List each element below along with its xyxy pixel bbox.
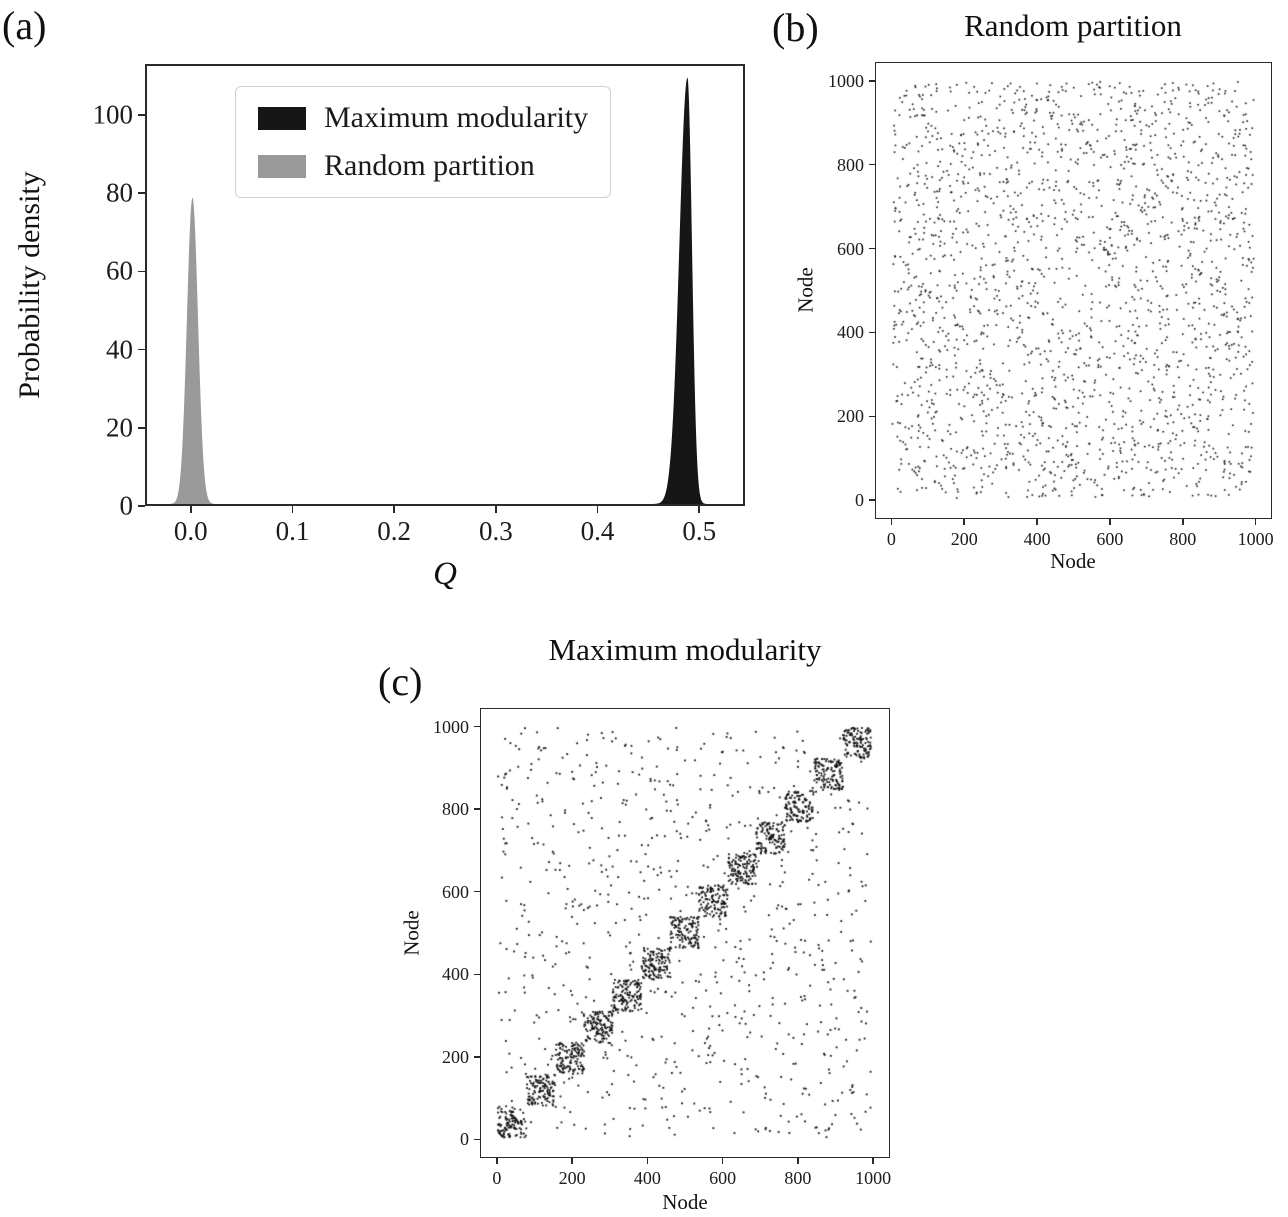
y-tick-label: 400 (837, 322, 864, 343)
y-tick-mark (138, 427, 145, 429)
legend-item-random-partition: Random partition (258, 149, 588, 183)
y-tick-label: 40 (106, 334, 133, 365)
x-tick-label: 0.0 (173, 516, 208, 546)
y-tick-mark (869, 247, 875, 250)
legend-label-random-partition: Random partition (324, 149, 535, 182)
y-tick-mark (474, 973, 480, 976)
x-tick-mark (646, 1158, 649, 1164)
x-tick-label: 0.5 (682, 516, 717, 546)
y-tick-label: 0 (119, 490, 134, 521)
panel-label-c: (c) (378, 659, 423, 704)
legend: Maximum modularity Random partition (235, 86, 612, 198)
x-tick-label: 0 (886, 529, 896, 549)
x-tick-mark (872, 1158, 874, 1164)
panel-c-title: Maximum modularity (548, 632, 822, 667)
x-tick-mark (1036, 519, 1038, 525)
y-tick-mark (474, 808, 480, 810)
x-tick-label: 0 (492, 1168, 502, 1188)
y-tick-mark (138, 192, 145, 194)
panel-label-a: (a) (2, 3, 47, 48)
x-tick-label: 800 (1169, 529, 1197, 549)
x-tick-label: 400 (633, 1168, 661, 1188)
x-tick-mark (890, 519, 893, 525)
panel-label-b: (b) (772, 5, 819, 50)
y-tick-mark (869, 163, 875, 166)
y-tick-label: 800 (837, 154, 864, 175)
panel-b-xlabel: Node (1050, 549, 1096, 573)
x-tick-mark (571, 1158, 573, 1164)
x-tick-label: 200 (950, 529, 978, 549)
x-tick-mark (393, 506, 395, 513)
legend-item-maximum-modularity: Maximum modularity (258, 101, 588, 135)
x-tick-mark (496, 1158, 498, 1164)
y-tick-mark (869, 415, 875, 418)
random-partition-scatter (876, 63, 1270, 517)
x-tick-label: 800 (784, 1168, 812, 1188)
y-tick-mark (474, 725, 480, 728)
x-tick-label: 600 (709, 1168, 737, 1188)
x-tick-mark (190, 506, 192, 513)
panel-b-title: Random partition (964, 8, 1182, 43)
x-tick-label: 0.4 (580, 516, 615, 546)
y-tick-label: 200 (837, 406, 864, 427)
x-tick-label: 0.3 (478, 516, 513, 546)
legend-swatch-maximum-modularity (258, 106, 306, 130)
y-tick-label: 800 (442, 799, 469, 820)
x-tick-label: 200 (558, 1168, 586, 1188)
y-tick-label: 0 (460, 1129, 469, 1150)
y-tick-label: 80 (106, 177, 133, 208)
maximum-modularity-scatter (481, 709, 888, 1156)
panel-c-xlabel: Node (662, 1190, 708, 1214)
x-tick-mark (1182, 519, 1184, 525)
panel-b-ylabel: Node (793, 267, 818, 313)
y-tick-mark (138, 505, 145, 507)
y-tick-label: 1000 (828, 70, 864, 91)
y-tick-label: 200 (442, 1046, 469, 1067)
x-tick-mark (1109, 519, 1111, 525)
x-tick-mark (797, 1158, 799, 1164)
y-tick-label: 600 (837, 238, 864, 259)
x-tick-mark (963, 519, 965, 525)
x-tick-label: 600 (1096, 529, 1124, 549)
x-tick-mark (721, 1158, 724, 1164)
y-tick-mark (474, 1056, 480, 1058)
x-tick-mark (596, 506, 599, 513)
x-tick-label: 400 (1023, 529, 1051, 549)
y-tick-mark (869, 499, 875, 501)
legend-swatch-random-partition (258, 154, 306, 178)
panel-a-xlabel: Q (433, 556, 457, 592)
y-tick-label: 60 (106, 255, 133, 286)
y-tick-label: 400 (442, 964, 469, 985)
y-tick-label: 1000 (433, 716, 469, 737)
y-tick-mark (869, 80, 875, 82)
x-tick-label: 0.1 (275, 516, 310, 546)
x-tick-mark (291, 506, 294, 513)
x-tick-mark (1254, 519, 1257, 525)
legend-label-maximum-modularity: Maximum modularity (324, 101, 589, 134)
y-tick-mark (869, 331, 875, 334)
density-area-maximum-modularity (638, 77, 715, 504)
density-area-random-partition (159, 197, 226, 504)
y-tick-mark (138, 348, 145, 351)
x-tick-label: 0.2 (377, 516, 412, 546)
y-tick-label: 100 (92, 99, 134, 130)
x-tick-mark (698, 506, 700, 513)
panel-c-ylabel: Node (399, 910, 424, 956)
x-tick-mark (495, 506, 497, 513)
panel-b-plot-area (875, 62, 1272, 519)
x-tick-label: 1000 (855, 1168, 892, 1188)
density-curves (159, 77, 715, 504)
panel-c-plot-area (480, 708, 890, 1158)
y-tick-label: 20 (106, 412, 133, 443)
y-tick-mark (474, 890, 480, 893)
x-tick-label: 1000 (1237, 529, 1274, 549)
y-tick-mark (138, 270, 145, 273)
y-tick-mark (138, 114, 145, 116)
panel-a-plot-area: Maximum modularity Random partition (145, 64, 745, 506)
y-tick-label: 600 (442, 881, 469, 902)
panel-a-ylabel: Probability density (13, 171, 46, 399)
y-tick-mark (474, 1138, 480, 1141)
y-tick-label: 0 (855, 490, 864, 511)
